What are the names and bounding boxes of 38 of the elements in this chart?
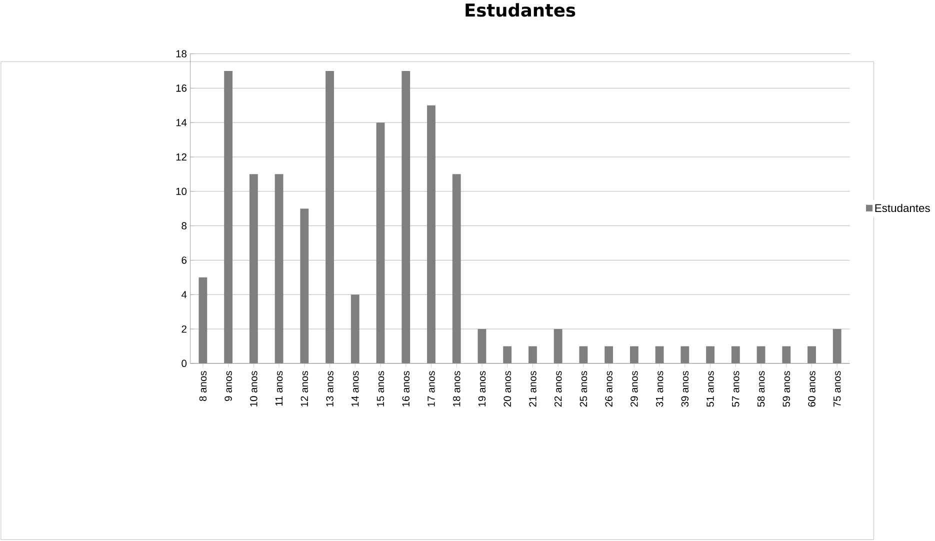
y-tick-label: 18 (176, 50, 187, 58)
y-tick-label: 8 (182, 222, 187, 230)
y-tick-label: 16 (176, 84, 187, 92)
x-tick-label: 60 anos (808, 371, 816, 407)
chart-title: Estudantes (466, 3, 576, 17)
y-tick-label: 2 (182, 326, 186, 333)
x-tick-label: 51 anos (706, 371, 714, 407)
y-tick-label: 14 (176, 119, 187, 126)
y-tick-label: 10 (176, 188, 187, 196)
x-tick-label: 19 anos (478, 371, 486, 407)
x-tick-label: 59 anos (782, 371, 790, 407)
x-tick-label: 9 anos (224, 371, 232, 402)
x-tick-label: 26 anos (605, 371, 612, 407)
y-tick-label: 4 (181, 291, 187, 298)
x-tick-label: 8 anos (199, 371, 207, 402)
x-tick-label: 39 anos (681, 371, 689, 407)
x-tick-label: 22 anos (554, 371, 562, 407)
y-tick-label: 6 (182, 256, 187, 264)
y-tick-label: 0 (182, 360, 187, 368)
x-tick-label: 57 anos (732, 371, 740, 407)
x-tick-label: 31 anos (656, 371, 664, 407)
x-tick-label: 20 anos (504, 371, 511, 407)
x-tick-label: 29 anos (630, 371, 638, 407)
x-tick-label: 15 anos (376, 371, 384, 407)
y-tick-label: 12 (176, 154, 186, 161)
x-tick-label: 11 anos (275, 371, 283, 406)
x-tick-label: 12 anos (300, 371, 308, 407)
x-tick-label: 16 anos (402, 371, 410, 407)
x-tick-label: 58 anos (757, 371, 765, 407)
legend-label: Estudantes (875, 204, 930, 212)
x-tick-label: 18 anos (452, 371, 460, 407)
x-tick-label: 25 anos (580, 371, 588, 407)
x-tick-label: 13 anos (326, 371, 334, 407)
x-tick-label: 75 anos (834, 371, 841, 407)
x-tick-label: 14 anos (352, 371, 359, 407)
x-tick-label: 21 anos (529, 371, 536, 407)
x-tick-label: 10 anos (250, 371, 258, 407)
x-tick-label: 17 anos (428, 371, 435, 407)
